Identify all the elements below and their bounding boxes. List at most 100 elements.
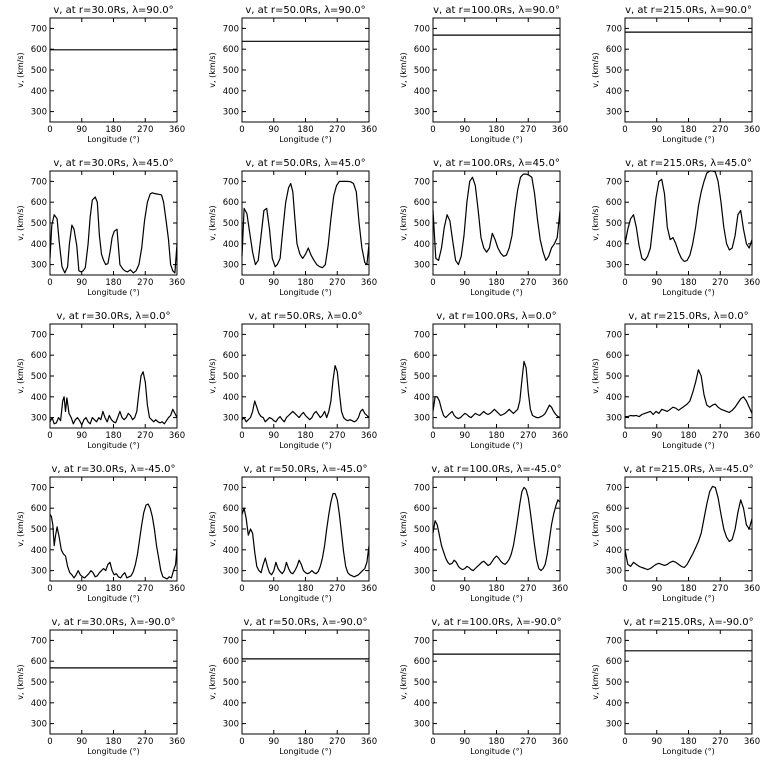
y-tick-label: 400 [414,699,430,709]
plot-frame [241,170,370,276]
x-tick-label: 90 [459,278,470,288]
x-axis-label: Longitude (°) [279,441,332,450]
x-axis-label: Longitude (°) [279,135,332,144]
x-tick-label: 360 [361,584,377,594]
y-tick-label: 700 [31,24,47,34]
x-axis-label: Longitude (°) [87,288,140,297]
panel-title: v, at r=30.0Rs, λ=90.0° [53,5,173,16]
y-tick-label: 300 [31,567,47,577]
velocity-series-line [241,365,370,423]
velocity-series-line [49,503,178,580]
y-tick-label: 500 [223,678,239,688]
y-tick-label: 300 [223,261,239,271]
y-tick-label: 700 [223,177,239,187]
velocity-series-line [49,192,178,274]
y-axis-label: v, (km/s) [16,664,25,699]
plot-frame [241,629,370,735]
y-tick-label: 600 [223,657,239,667]
y-tick-label: 400 [223,240,239,250]
panel-title: v, at r=50.0Rs, λ=0.0° [249,311,363,322]
y-tick-label: 500 [31,66,47,76]
x-tick-label: 90 [651,737,662,747]
y-tick-label: 500 [606,219,622,229]
y-tick-label: 500 [414,678,430,688]
plot-frame [624,323,753,429]
x-tick-label: 0 [239,737,244,747]
x-tick-label: 90 [651,125,662,135]
y-axis-label: v, (km/s) [399,205,408,240]
y-tick-label: 700 [606,636,622,646]
x-tick-label: 360 [169,125,185,135]
y-axis-label: v, (km/s) [208,511,217,546]
x-tick-label: 270 [712,125,728,135]
y-tick-label: 500 [31,372,47,382]
plot-frame [49,629,178,735]
x-tick-label: 90 [76,431,87,441]
y-tick-label: 600 [31,504,47,514]
y-tick-label: 400 [414,393,430,403]
x-tick-label: 270 [329,431,345,441]
y-tick-label: 700 [606,177,622,187]
x-tick-label: 90 [268,737,279,747]
x-tick-label: 180 [488,584,504,594]
x-tick-label: 360 [744,431,760,441]
y-tick-label: 600 [31,45,47,55]
y-tick-label: 600 [31,351,47,361]
y-tick-label: 400 [414,240,430,250]
x-tick-label: 90 [76,278,87,288]
y-tick-label: 400 [606,699,622,709]
y-tick-label: 500 [414,372,430,382]
x-tick-label: 360 [169,737,185,747]
plot-frame [432,323,561,429]
velocity-series-line [49,371,178,426]
plot-frame [49,476,178,582]
x-axis-label: Longitude (°) [470,747,523,756]
y-tick-label: 400 [31,546,47,556]
panel-title: v, at r=215.0Rs, λ=45.0° [625,158,752,169]
x-tick-label: 0 [239,584,244,594]
panel-title: v, at r=100.0Rs, λ=-90.0° [431,617,561,628]
panel: v, at r=30.0Rs, λ=90.0° 0 90 180 270 360 300 40… [16,5,185,144]
x-axis-label: Longitude (°) [662,135,715,144]
panel-title: v, at r=215.0Rs, λ=-90.0° [623,617,753,628]
y-tick-label: 300 [606,414,622,424]
y-tick-label: 700 [31,330,47,340]
x-tick-label: 0 [239,125,244,135]
panel: v, at r=50.0Rs, λ=90.0° 0 90 180 270 360 300 40… [208,5,377,144]
y-tick-label: 400 [606,240,622,250]
x-tick-label: 90 [459,584,470,594]
y-tick-label: 400 [31,240,47,250]
panel-title: v, at r=50.0Rs, λ=-90.0° [244,617,368,628]
panel-title: v, at r=100.0Rs, λ=45.0° [433,158,560,169]
y-tick-label: 400 [414,546,430,556]
x-tick-label: 270 [712,584,728,594]
x-tick-label: 270 [520,278,536,288]
y-axis-label: v, (km/s) [16,52,25,87]
velocity-series-line [432,486,561,572]
y-tick-label: 600 [223,504,239,514]
plot-frame [432,170,561,276]
x-tick-label: 90 [651,431,662,441]
x-axis-label: Longitude (°) [470,594,523,603]
panel-title: v, at r=100.0Rs, λ=-45.0° [431,464,561,475]
x-tick-label: 0 [47,431,52,441]
x-tick-label: 180 [105,584,121,594]
y-tick-label: 300 [31,720,47,730]
y-tick-label: 700 [606,483,622,493]
x-axis-label: Longitude (°) [87,441,140,450]
y-tick-label: 300 [223,108,239,118]
x-tick-label: 270 [712,737,728,747]
panel-title: v, at r=30.0Rs, λ=-45.0° [52,464,176,475]
panel: v, at r=30.0Rs, λ=45.0° 0 90 180 270 360 300 40… [16,158,185,297]
plot-frame [624,170,753,276]
y-tick-label: 400 [414,87,430,97]
x-tick-label: 180 [105,431,121,441]
y-tick-label: 700 [414,330,430,340]
y-axis-label: v, (km/s) [591,358,600,393]
y-tick-label: 600 [414,45,430,55]
x-tick-label: 90 [651,584,662,594]
panel: v, at r=215.0Rs, λ=-45.0° 0 90 180 270 360 300… [591,464,760,603]
plot-frame [624,629,753,735]
x-tick-label: 0 [430,125,435,135]
